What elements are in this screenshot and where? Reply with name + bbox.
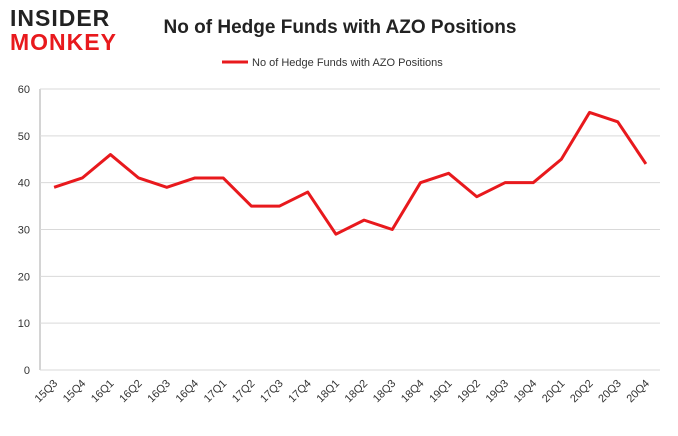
y-tick-label: 20 [18, 271, 30, 283]
x-tick-label: 19Q3 [484, 378, 512, 406]
y-tick-label: 0 [24, 365, 30, 377]
x-tick-label: 20Q1 [540, 378, 568, 406]
x-tick-label: 17Q1 [202, 378, 230, 406]
x-tick-label: 19Q1 [427, 378, 455, 406]
y-tick-label: 40 [18, 178, 30, 190]
x-tick-label: 18Q1 [315, 378, 343, 406]
x-tick-label: 20Q2 [568, 378, 596, 406]
legend-label: No of Hedge Funds with AZO Positions [252, 57, 443, 69]
x-tick-label: 18Q3 [371, 378, 399, 406]
y-tick-label: 30 [18, 225, 30, 237]
x-tick-label: 15Q4 [61, 378, 89, 406]
x-tick-label: 16Q3 [145, 378, 173, 406]
x-tick-label: 20Q4 [625, 378, 653, 406]
x-tick-label: 16Q2 [117, 378, 145, 406]
x-tick-label: 18Q4 [399, 378, 427, 406]
y-tick-label: 10 [18, 318, 30, 330]
x-tick-label: 17Q2 [230, 378, 258, 406]
x-tick-label: 16Q4 [174, 378, 202, 406]
chart-title: No of Hedge Funds with AZO Positions [164, 17, 517, 38]
y-tick-label: 50 [18, 131, 30, 143]
x-tick-label: 18Q2 [343, 378, 371, 406]
x-tick-label: 15Q3 [33, 378, 61, 406]
x-tick-label: 19Q4 [512, 378, 540, 406]
x-tick-label: 17Q3 [258, 378, 286, 406]
logo-bottom: MONKEY [10, 29, 117, 55]
x-tick-label: 20Q3 [596, 378, 624, 406]
x-tick-label: 16Q1 [89, 378, 117, 406]
y-tick-label: 60 [18, 84, 30, 96]
x-tick-label: 19Q2 [455, 378, 483, 406]
data-line [53, 110, 648, 236]
logo-top: INSIDER [10, 5, 110, 31]
x-tick-label: 17Q4 [286, 378, 314, 406]
